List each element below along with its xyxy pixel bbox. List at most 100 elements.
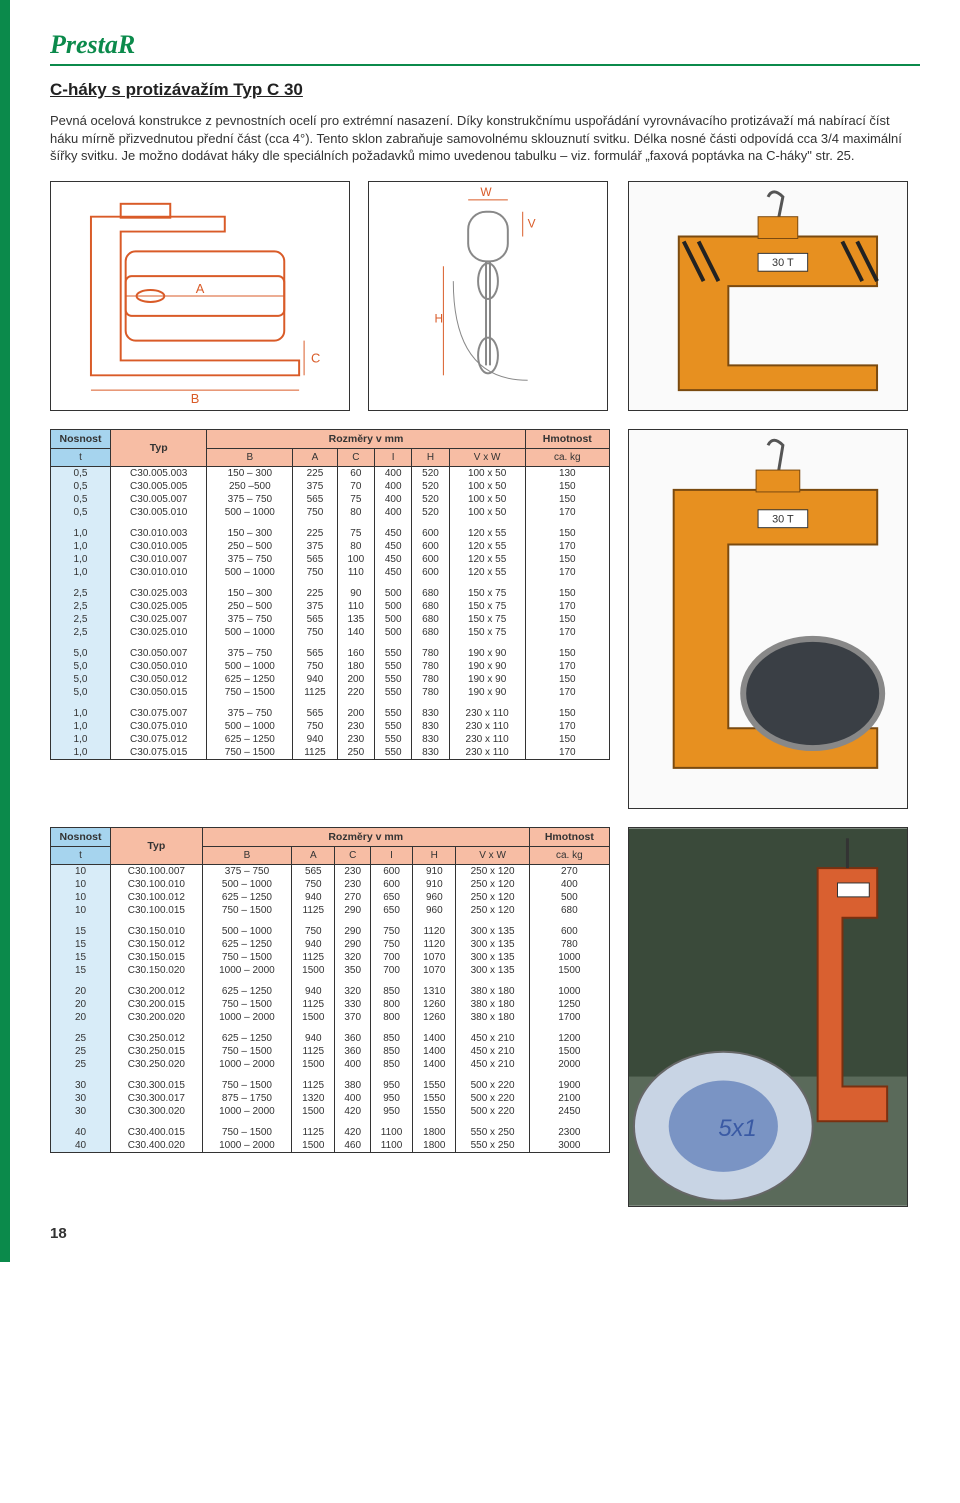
- table-cell: 170: [525, 686, 609, 699]
- table-cell: 170: [525, 660, 609, 673]
- table-cell: C30.100.010: [111, 878, 203, 891]
- table-cell: 2,5: [51, 626, 111, 639]
- table-cell: 1,0: [51, 707, 111, 720]
- table-cell: 830: [412, 746, 449, 760]
- table-cell: 375 – 750: [207, 613, 293, 626]
- table-group-gap: [51, 519, 610, 527]
- table-row: 25C30.250.012625 – 12509403608501400450 …: [51, 1032, 610, 1045]
- table-cell: 520: [412, 466, 449, 480]
- table-cell: 120 x 55: [449, 527, 525, 540]
- table-cell: 1125: [292, 1045, 335, 1058]
- table-cell: 800: [370, 1011, 412, 1024]
- table-cell: 400: [335, 1092, 371, 1105]
- table-cell: 190 x 90: [449, 647, 525, 660]
- table-cell: 290: [335, 938, 371, 951]
- table-cell: 550: [375, 707, 412, 720]
- table-cell: C30.050.010: [111, 660, 207, 673]
- table-cell: 150 x 75: [449, 587, 525, 600]
- table-cell: 2100: [529, 1092, 609, 1105]
- table-row: 0,5C30.005.003150 – 30022560400520100 x …: [51, 466, 610, 480]
- table-cell: 600: [370, 878, 412, 891]
- table-cell: 220: [337, 686, 374, 699]
- table-cell: 950: [370, 1079, 412, 1092]
- table-cell: 150 – 300: [207, 587, 293, 600]
- table-cell: 300 x 135: [456, 951, 529, 964]
- table-cell: 30: [51, 1079, 111, 1092]
- th-c: C: [335, 846, 371, 864]
- table-cell: 180: [337, 660, 374, 673]
- table-cell: 375 – 750: [207, 707, 293, 720]
- table-cell: 450: [375, 540, 412, 553]
- table-cell: 850: [370, 1045, 412, 1058]
- product-photo-3: 5x1: [628, 827, 908, 1207]
- table-group-gap: [51, 699, 610, 707]
- table-cell: 150: [525, 587, 609, 600]
- table-cell: 10: [51, 904, 111, 917]
- table-cell: C30.250.020: [111, 1058, 203, 1071]
- table-cell: 2,5: [51, 587, 111, 600]
- table-cell: 1400: [413, 1058, 456, 1071]
- table-cell: C30.075.012: [111, 733, 207, 746]
- table-row: 1,0C30.010.010500 – 1000750110450600120 …: [51, 566, 610, 579]
- th-nosnost-unit: t: [51, 448, 111, 466]
- table-cell: 2,5: [51, 613, 111, 626]
- table-cell: 625 – 1250: [202, 938, 291, 951]
- table-cell: 75: [337, 493, 374, 506]
- th-h: H: [412, 448, 449, 466]
- table-cell: 5,0: [51, 686, 111, 699]
- table-row: 40C30.400.0201000 – 20001500460110018005…: [51, 1139, 610, 1153]
- table-cell: 150: [525, 613, 609, 626]
- table-cell: 10: [51, 864, 111, 878]
- th-h: H: [413, 846, 456, 864]
- table-cell: 170: [525, 506, 609, 519]
- table-cell: 960: [413, 891, 456, 904]
- table-cell: 780: [412, 660, 449, 673]
- table-cell: 565: [293, 707, 337, 720]
- table-row: 5,0C30.050.007375 – 750565160550780190 x…: [51, 647, 610, 660]
- table-cell: 650: [370, 891, 412, 904]
- table-row: 1,0C30.075.010500 – 1000750230550830230 …: [51, 720, 610, 733]
- svg-text:30 T: 30 T: [772, 513, 794, 525]
- table-cell: 150: [525, 553, 609, 566]
- table-cell: 360: [335, 1045, 371, 1058]
- brand-logo: PrestaR: [50, 30, 920, 60]
- table-cell: C30.300.020: [111, 1105, 203, 1118]
- table-cell: C30.005.007: [111, 493, 207, 506]
- table-cell: 565: [293, 553, 337, 566]
- table-cell: 780: [529, 938, 609, 951]
- table-cell: 380 x 180: [456, 998, 529, 1011]
- table-cell: 950: [370, 1092, 412, 1105]
- spec-table-2: Nosnost Typ Rozměry v mm Hmotnost t B A …: [50, 827, 610, 1153]
- table-cell: 170: [525, 720, 609, 733]
- table-row: 30C30.300.0201000 – 20001500420950155050…: [51, 1105, 610, 1118]
- table-cell: 750: [293, 626, 337, 639]
- table-cell: 375: [293, 480, 337, 493]
- table-cell: 520: [412, 493, 449, 506]
- table-cell: 150 x 75: [449, 600, 525, 613]
- table-cell: 60: [337, 466, 374, 480]
- table-cell: 1700: [529, 1011, 609, 1024]
- table-cell: 1125: [292, 1126, 335, 1139]
- table-cell: 960: [413, 904, 456, 917]
- table-cell: 420: [335, 1105, 371, 1118]
- table-cell: C30.200.020: [111, 1011, 203, 1024]
- th-vxw: V x W: [456, 846, 529, 864]
- table-row: 30C30.300.017875 – 175013204009501550500…: [51, 1092, 610, 1105]
- table-cell: 1125: [293, 746, 337, 760]
- table-cell: 450 x 210: [456, 1032, 529, 1045]
- table-cell: 400: [335, 1058, 371, 1071]
- table-cell: 400: [529, 878, 609, 891]
- th-hmotnost-unit: ca. kg: [529, 846, 609, 864]
- table-cell: 1500: [292, 964, 335, 977]
- table-cell: 750: [293, 566, 337, 579]
- table-cell: 520: [412, 480, 449, 493]
- table-cell: 0,5: [51, 466, 111, 480]
- table-row: 40C30.400.015750 – 150011254201100180055…: [51, 1126, 610, 1139]
- table-cell: 1100: [370, 1126, 412, 1139]
- table-cell: 500 – 1000: [207, 506, 293, 519]
- table-cell: C30.300.015: [111, 1079, 203, 1092]
- table-cell: 375 – 750: [207, 493, 293, 506]
- table-cell: 1000 – 2000: [202, 964, 291, 977]
- table-cell: 850: [370, 1058, 412, 1071]
- table-cell: 400: [375, 506, 412, 519]
